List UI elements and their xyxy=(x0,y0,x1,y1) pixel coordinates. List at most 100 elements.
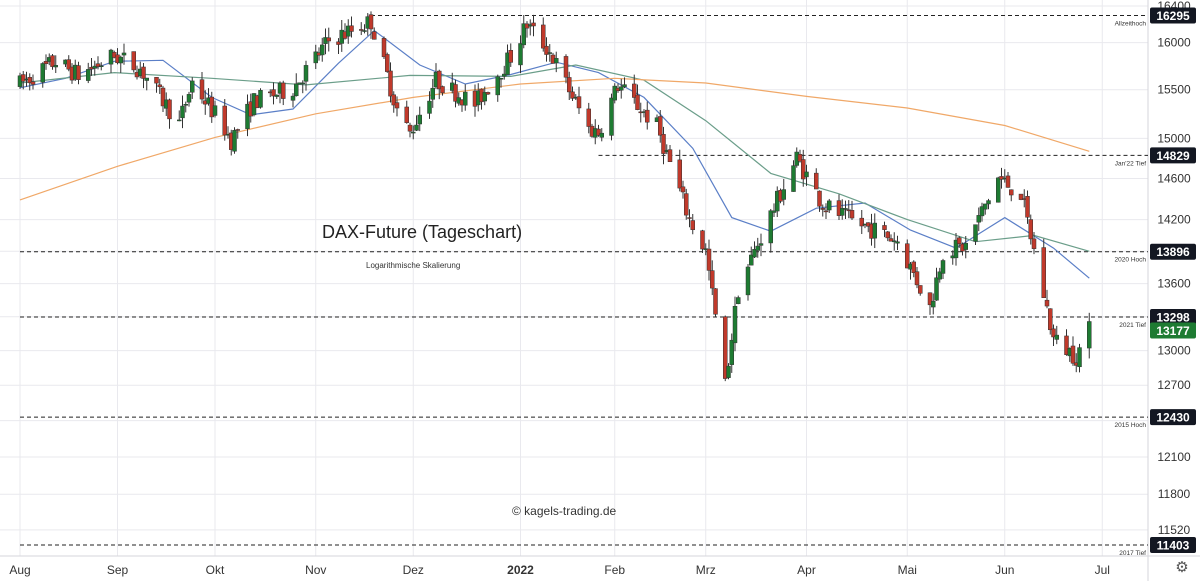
candle-down xyxy=(700,230,705,250)
candle-down xyxy=(667,149,673,163)
level-label: 2015 Hoch xyxy=(1115,422,1147,429)
candle-down xyxy=(154,77,159,84)
watermark: © kagels-trading.de xyxy=(512,504,617,518)
y-tick-label: 14200 xyxy=(1157,213,1191,227)
x-tick-label: Apr xyxy=(797,563,816,577)
candle-up xyxy=(502,73,507,77)
candle-down xyxy=(199,79,205,100)
candle-up xyxy=(973,224,978,242)
candle-down xyxy=(632,83,637,98)
candle-down xyxy=(385,54,390,72)
candle-down xyxy=(359,29,364,31)
candle-down xyxy=(167,99,172,120)
candle-down xyxy=(453,84,458,102)
candle-down xyxy=(635,94,640,110)
candle-up xyxy=(827,200,832,211)
level-label: 2017 Tief xyxy=(1119,550,1146,557)
candle-up xyxy=(843,208,848,210)
last-price-tag: 13177 xyxy=(1156,324,1190,338)
candle-up xyxy=(931,300,936,308)
candle-up xyxy=(745,266,751,296)
candle-down xyxy=(885,231,890,239)
candle-up xyxy=(976,215,981,223)
candle-up xyxy=(417,114,422,125)
candle-down xyxy=(570,91,575,99)
candle-down xyxy=(440,86,445,94)
candle-down xyxy=(541,24,546,49)
x-tick-label: Nov xyxy=(305,563,326,577)
candle-down xyxy=(50,55,55,67)
candle-down xyxy=(661,134,666,154)
candle-down xyxy=(368,14,374,30)
candle-down xyxy=(394,102,400,109)
candle-up xyxy=(892,240,897,243)
candle-down xyxy=(859,217,864,227)
candle-up xyxy=(872,222,877,239)
candle-down xyxy=(372,31,377,40)
candle-up xyxy=(521,23,526,46)
candle-down xyxy=(677,159,682,189)
x-tick-label: Mrz xyxy=(696,563,716,577)
candle-up xyxy=(619,86,624,91)
y-tick-label: 14600 xyxy=(1157,171,1191,185)
candle-down xyxy=(888,238,894,242)
candle-down xyxy=(381,38,387,58)
candle-down xyxy=(544,45,549,55)
candle-down xyxy=(690,220,695,230)
candle-down xyxy=(43,60,49,65)
candle-down xyxy=(326,37,331,42)
candle-down xyxy=(160,87,166,107)
gear-icon[interactable]: ⚙ xyxy=(1175,558,1189,576)
candle-up xyxy=(362,30,367,32)
candle-up xyxy=(498,77,504,80)
level-label: Jan'22 Tief xyxy=(1115,160,1146,167)
candle-down xyxy=(801,159,806,180)
candle-down xyxy=(437,70,442,90)
candle-down xyxy=(485,92,491,95)
candle-up xyxy=(609,97,614,136)
candle-up xyxy=(749,254,754,266)
candle-down xyxy=(404,106,409,123)
x-tick-label: Okt xyxy=(206,563,225,577)
candle-up xyxy=(758,243,764,246)
candle-down xyxy=(1041,247,1046,299)
candle-up xyxy=(414,124,419,131)
candle-up xyxy=(212,105,218,116)
candle-down xyxy=(391,94,396,106)
y-tick-label: 11520 xyxy=(1158,523,1191,537)
candle-up xyxy=(518,43,523,66)
candle-down xyxy=(905,243,910,269)
candle-down xyxy=(1005,175,1011,188)
candle-up xyxy=(430,87,435,100)
candle-up xyxy=(53,65,58,68)
level-price-tag-bg xyxy=(1150,7,1196,24)
y-tick-label: 11800 xyxy=(1158,487,1191,501)
candle-down xyxy=(1048,308,1053,331)
candle-down xyxy=(882,225,887,230)
candle-down xyxy=(658,116,663,136)
level-price-tag-bg xyxy=(1150,537,1196,554)
y-tick-label: 16000 xyxy=(1157,36,1191,50)
level-price-tag-bg xyxy=(1150,308,1196,325)
candle-up xyxy=(411,131,416,134)
candle-up xyxy=(732,305,738,344)
candle-up xyxy=(895,241,900,244)
candle-down xyxy=(508,50,513,63)
candle-up xyxy=(752,249,757,258)
candle-down xyxy=(823,210,829,213)
candle-up xyxy=(463,91,468,106)
level-price-tag: 16295 xyxy=(1156,9,1190,23)
candle-down xyxy=(1009,189,1014,196)
level-price-tag-bg xyxy=(1150,147,1196,164)
candle-up xyxy=(300,82,305,85)
candle-up xyxy=(92,65,97,69)
candle-down xyxy=(1044,299,1050,307)
candle-up xyxy=(482,92,487,102)
candle-down xyxy=(680,186,686,193)
candle-down xyxy=(596,128,601,136)
candle-up xyxy=(622,84,627,88)
candle-up xyxy=(183,104,188,106)
candle-down xyxy=(76,65,81,80)
candle-up xyxy=(245,103,250,129)
